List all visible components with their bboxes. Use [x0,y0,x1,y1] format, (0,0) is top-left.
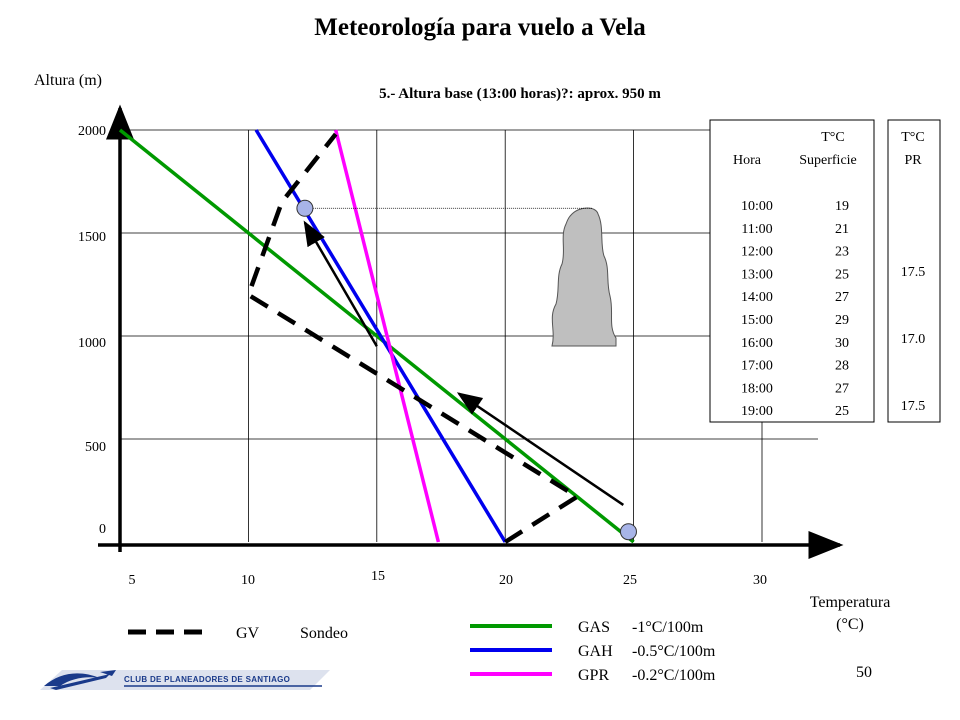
table-cell-temp: 23 [835,245,849,260]
table-cell-hora: 14:00 [741,290,773,305]
legend-name: GPR [578,667,609,684]
y-tick-label: 0 [99,522,106,537]
x-tick-label: 15 [371,569,385,584]
series-line-gpr [334,129,441,543]
pr-table-border [887,119,941,423]
club-logo: CLUB DE PLANEADORES DE SANTIAGO [40,670,330,690]
x-axis-label-line2: (°C) [836,616,864,633]
point-marker [619,523,637,541]
legend-lapse: -1°C/100m [632,619,704,636]
y-tick-label: 2000 [78,124,106,139]
pr-value: 17.5 [901,399,926,414]
x-axis-label-line1: Temperatura [809,594,891,611]
table-cell-temp: 27 [835,290,849,305]
legend-lapse: -0.5°C/100m [632,643,716,660]
table-cell-hora: 12:00 [741,245,773,260]
table-cell-hora: 15:00 [741,313,773,328]
series-line-gv [245,132,582,544]
arrow-annotation [456,392,625,506]
pr-value: 17.0 [901,332,926,347]
y-tick-label: 1500 [78,230,106,245]
table-cell-temp: 28 [835,359,849,374]
series-line-gah [254,129,507,543]
logo-text: CLUB DE PLANEADORES DE SANTIAGO [124,675,290,684]
pr-header-line2: PR [904,153,922,168]
pr-table: T°C PR 17.5 17.0 17.5 [887,119,941,423]
arrow-annotation [303,220,378,347]
table-cell-temp: 29 [835,313,849,328]
table-border [709,119,875,423]
legend-lapse: -0.2°C/100m [632,667,716,684]
legend-name: GAS [578,619,610,636]
table-cell-hora: 13:00 [741,267,773,282]
point-marker [296,199,314,217]
x-axis-label: Temperatura (°C) [788,592,912,636]
table-header-col2-line1: T°C [821,130,845,145]
table-cell-hora: 19:00 [741,404,773,419]
table-header-col2-line2: Superficie [799,153,857,168]
table-cell-hora: 11:00 [741,222,772,237]
pr-header-line1: T°C [901,130,925,145]
page-title: Meteorología para vuelo a Vela [314,14,646,41]
table-cell-temp: 27 [835,381,849,396]
table-cell-hora: 10:00 [741,199,773,214]
glider-wing-icon [44,673,100,686]
table-cell-hora: 17:00 [741,359,773,374]
temperature-table: T°C Hora Superficie 10:00 19 11:00 21 12:00 2… [709,119,875,423]
table-cell-hora: 16:00 [741,336,773,351]
legend-name: GAH [578,643,613,660]
table-cell-hora: 18:00 [741,381,773,396]
x-tick-label: 20 [499,573,513,588]
y-tick-label: 1000 [78,336,106,351]
x-tick-label: 10 [241,573,255,588]
legend: GV Sondeo GAS -1°C/100m GAH -0.5°C/100m GPR -… [128,619,716,684]
cumulus-cloud-icon [551,207,617,347]
y-axis-label: Altura (m) [34,72,102,89]
legend-sondeo-label: Sondeo [300,625,348,642]
table-cell-temp: 25 [835,404,849,419]
series-line-gas [118,128,635,544]
chart-title: 5.- Altura base (13:00 horas)?: aprox. 9… [379,86,661,102]
x-tick-label: 25 [623,573,637,588]
table-cell-temp: 30 [835,336,849,351]
y-tick-label: 500 [85,440,106,455]
table-cell-temp: 25 [835,267,849,282]
x-tick-label: 30 [753,573,767,588]
table-cell-temp: 21 [835,222,849,237]
x-tick-label: 5 [129,573,136,588]
page-number: 50 [856,664,872,681]
pr-value: 17.5 [901,265,926,280]
table-header-hora: Hora [733,153,762,168]
legend-gv-label: GV [236,625,260,642]
table-cell-temp: 19 [835,199,849,214]
